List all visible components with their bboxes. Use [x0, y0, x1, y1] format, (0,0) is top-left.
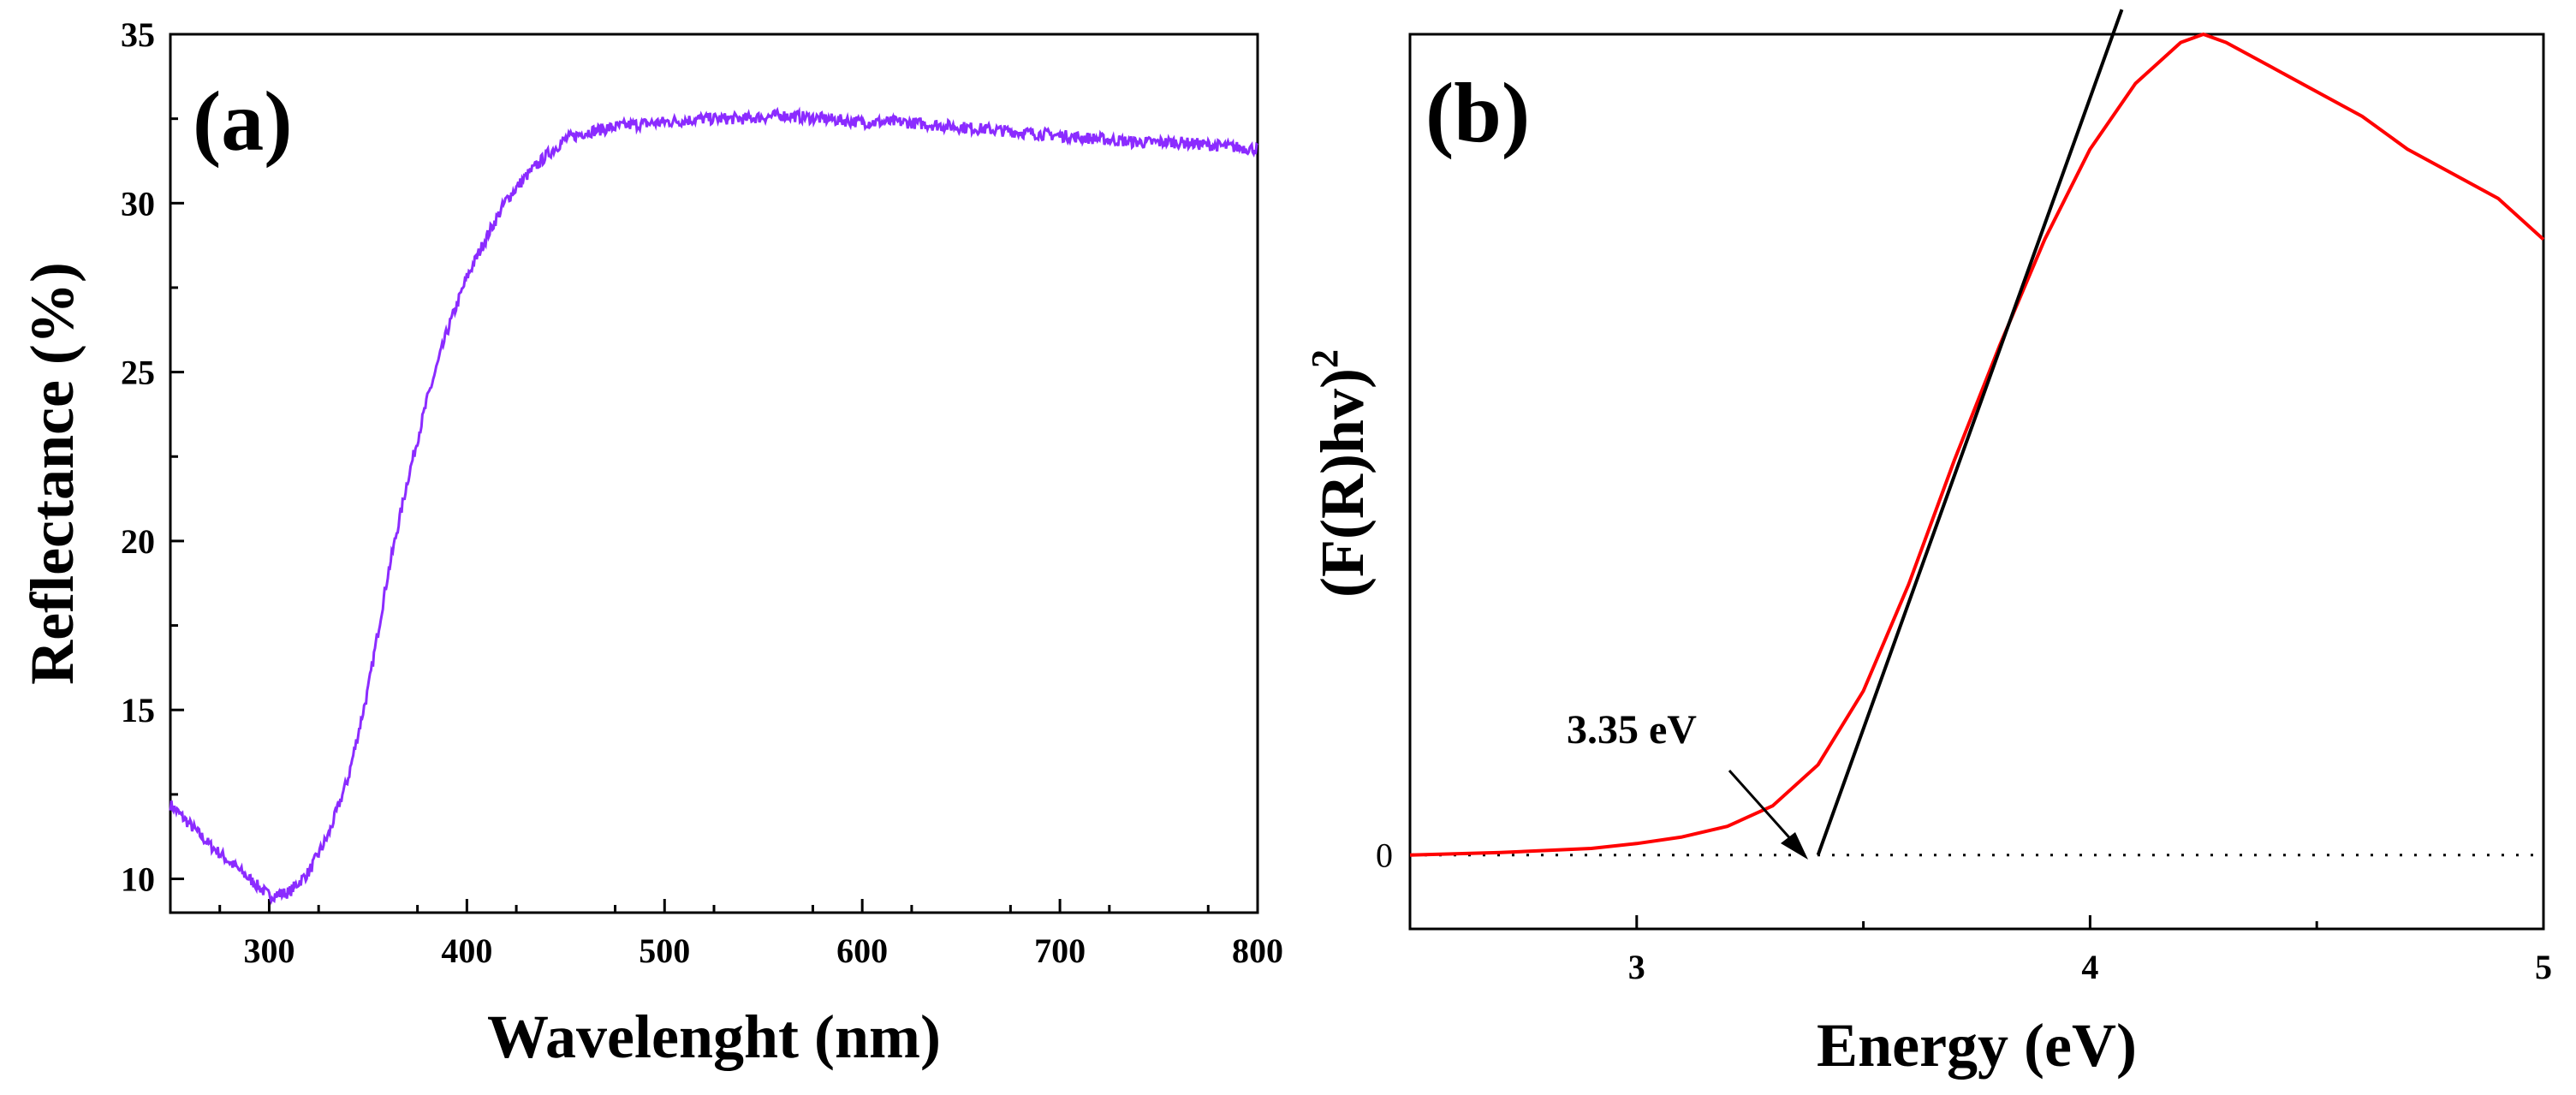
y-tick-label-a: 30 [121, 184, 155, 223]
y-axis-title-b-main: (F(R)hv) [1308, 368, 1377, 598]
plot-frame-b [1408, 33, 2545, 931]
x-tick-label-a: 700 [1034, 931, 1086, 970]
x-axis-title-a: Wavelenght (nm) [487, 1003, 941, 1071]
annotation-arrow-head [1781, 832, 1808, 860]
tangent-fit-line [1816, 9, 2124, 856]
y-axis-title-b: (F(R)hv)2 [1304, 349, 1377, 598]
x-tick-label-b: 3 [1628, 948, 1645, 986]
x-tick-label-a: 400 [441, 931, 492, 970]
panel-a: 300 400 500 600 700 800 10 15 20 25 30 35 (a) Wavel… [18, 15, 1283, 1071]
x-tick-label-b: 4 [2081, 948, 2098, 986]
a-ticks [170, 33, 1259, 913]
x-tick-label-b: 5 [2535, 948, 2552, 986]
b-series [1409, 9, 2545, 857]
band-gap-annotation: 3.35 eV [1567, 707, 1808, 860]
b-tick-labels: 3 4 5 0 [1376, 836, 2552, 986]
a-tick-labels: 300 400 500 600 700 800 10 15 20 25 30 35 [121, 15, 1283, 970]
x-tick-label-a: 300 [243, 931, 294, 970]
y-axis-title-a: Reflectance (%) [18, 262, 86, 685]
y-tick-label-a: 15 [121, 691, 155, 729]
band-gap-label: 3.35 eV [1567, 707, 1697, 753]
panel-label-b: (b) [1425, 65, 1530, 160]
panel-label-a: (a) [193, 74, 293, 169]
y-tick-label-a: 10 [121, 860, 155, 899]
x-axis-title-b: Energy (eV) [1817, 1011, 2137, 1080]
x-tick-label-a: 600 [836, 931, 888, 970]
y-tick-label-a: 25 [121, 354, 155, 392]
y-axis-title-b-sup: 2 [1304, 349, 1346, 368]
panel-b: 3 4 5 0 (b) Energy (eV) (F(R)hv)2 3.35 eV [1304, 9, 2552, 1080]
absorption-line [1409, 33, 2545, 857]
x-tick-label-a: 800 [1232, 931, 1283, 970]
x-tick-label-a: 500 [639, 931, 690, 970]
y-zero-label-b: 0 [1376, 836, 1393, 875]
a-series [169, 106, 1258, 906]
reflectance-line [169, 106, 1258, 906]
b-ticks [1408, 915, 2545, 929]
y-tick-label-a: 20 [121, 522, 155, 561]
plot-frame-a [169, 33, 1259, 914]
y-tick-label-a: 35 [121, 15, 155, 54]
